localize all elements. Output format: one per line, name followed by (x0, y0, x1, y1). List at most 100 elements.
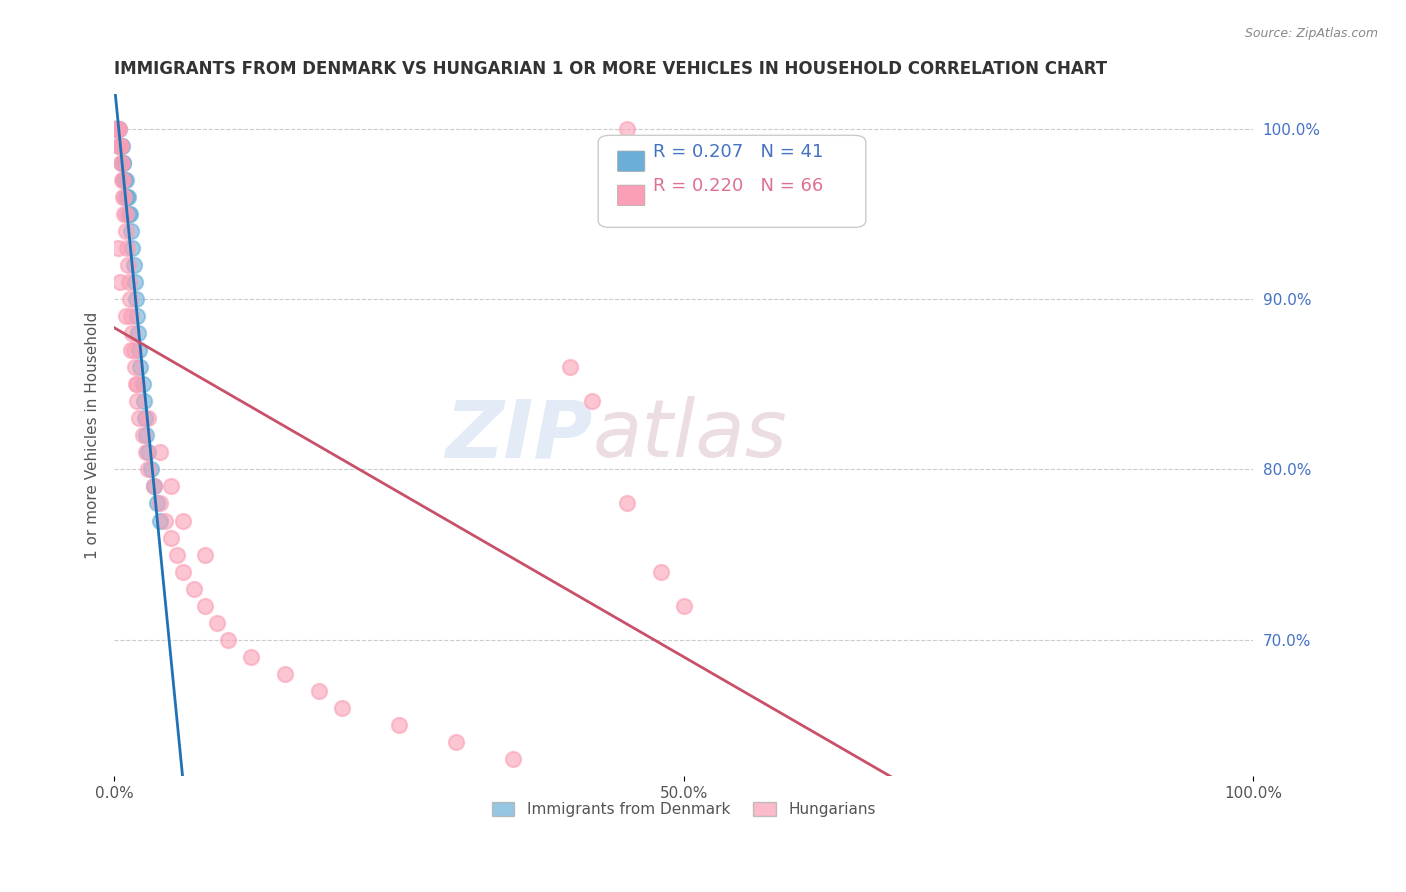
Point (131, 377, 153, 392)
Point (217, 632, 239, 647)
Point (129, 360, 152, 375)
Point (120, 343, 142, 357)
Point (107, 121, 129, 136)
Point (125, 292, 148, 306)
Point (143, 479, 166, 493)
Point (122, 343, 145, 357)
Point (160, 479, 183, 493)
Point (166, 548, 188, 562)
Point (114, 190, 136, 204)
Point (112, 155, 135, 169)
Point (274, 667, 297, 681)
Point (108, 275, 131, 289)
Text: R = 0.207   N = 41: R = 0.207 N = 41 (652, 143, 823, 161)
Point (135, 445, 157, 459)
Point (111, 155, 134, 169)
Point (114, 190, 136, 204)
Point (105, 121, 128, 136)
Point (308, 684, 330, 698)
Point (112, 190, 135, 204)
Point (115, 190, 138, 204)
Point (114, 224, 136, 238)
Point (117, 190, 139, 204)
Point (104, 121, 127, 136)
Point (125, 377, 148, 392)
Point (107, 241, 129, 255)
Point (139, 462, 162, 476)
Point (107, 138, 129, 153)
Point (108, 138, 131, 153)
Legend: Immigrants from Denmark, Hungarians: Immigrants from Denmark, Hungarians (485, 796, 882, 823)
Point (131, 428, 153, 442)
Point (149, 496, 172, 510)
Point (110, 138, 132, 153)
Point (107, 121, 129, 136)
Point (616, 121, 638, 136)
Text: R = 0.220   N = 66: R = 0.220 N = 66 (652, 178, 823, 195)
Point (115, 241, 138, 255)
Point (149, 445, 172, 459)
Point (650, 565, 672, 579)
Point (108, 138, 131, 153)
Text: IMMIGRANTS FROM DENMARK VS HUNGARIAN 1 OR MORE VEHICLES IN HOUSEHOLD CORRELATION: IMMIGRANTS FROM DENMARK VS HUNGARIAN 1 O… (114, 60, 1108, 78)
Point (125, 394, 148, 409)
Point (120, 224, 142, 238)
Point (128, 411, 150, 425)
Point (110, 138, 132, 153)
Point (330, 701, 353, 715)
Point (172, 514, 194, 528)
Point (107, 138, 129, 153)
Point (194, 548, 217, 562)
FancyBboxPatch shape (617, 186, 645, 205)
Point (146, 496, 169, 510)
Point (111, 172, 134, 186)
Point (122, 258, 145, 272)
Point (114, 207, 136, 221)
Point (502, 752, 524, 766)
Point (118, 207, 141, 221)
Y-axis label: 1 or more Vehicles in Household: 1 or more Vehicles in Household (86, 311, 100, 559)
Point (672, 599, 695, 613)
Point (160, 531, 183, 545)
Point (120, 292, 142, 306)
Point (108, 138, 131, 153)
FancyBboxPatch shape (617, 151, 645, 171)
Point (117, 258, 139, 272)
Point (558, 360, 581, 375)
Point (120, 309, 142, 323)
Point (105, 121, 128, 136)
Text: atlas: atlas (592, 396, 787, 475)
Point (120, 207, 142, 221)
Point (138, 445, 160, 459)
Point (194, 599, 217, 613)
Point (183, 582, 205, 596)
Point (135, 428, 157, 442)
Point (125, 309, 148, 323)
Point (107, 121, 129, 136)
Point (125, 377, 148, 392)
Point (107, 121, 129, 136)
Point (124, 360, 146, 375)
Point (104, 121, 127, 136)
Point (114, 172, 136, 186)
Text: Source: ZipAtlas.com: Source: ZipAtlas.com (1244, 27, 1378, 40)
Point (114, 207, 136, 221)
FancyBboxPatch shape (598, 136, 866, 227)
Point (444, 735, 467, 749)
Point (110, 138, 132, 153)
Point (108, 138, 131, 153)
Text: ZIP: ZIP (446, 396, 592, 475)
Point (110, 155, 132, 169)
Point (128, 343, 150, 357)
Point (172, 565, 194, 579)
Point (205, 615, 228, 630)
Point (105, 121, 128, 136)
Point (111, 138, 134, 153)
Point (118, 275, 141, 289)
Point (121, 326, 143, 340)
Point (155, 514, 177, 528)
Point (134, 411, 156, 425)
Point (124, 275, 146, 289)
Point (138, 411, 160, 425)
Point (239, 649, 262, 664)
